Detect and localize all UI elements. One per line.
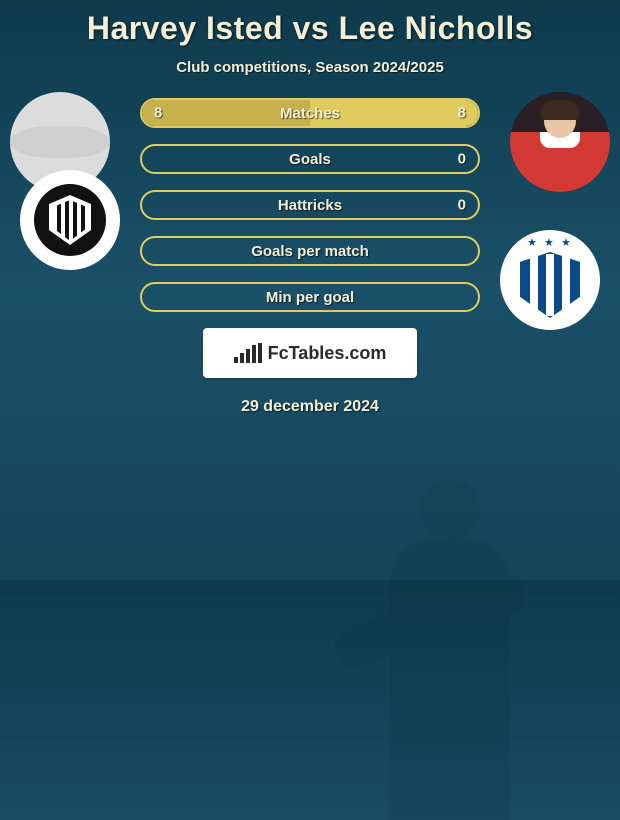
stat-row: Hattricks 0 [140, 190, 480, 220]
stat-row: Goals per match [140, 236, 480, 266]
stat-track: Matches 8 8 [140, 98, 480, 128]
stat-label: Hattricks [278, 197, 342, 214]
bar-chart-icon [234, 343, 262, 363]
stars-icon: ★ ★ ★ [500, 236, 600, 249]
stat-bars: Matches 8 8 Goals 0 Hattricks 0 Goals per match… [140, 98, 480, 312]
stat-row: Matches 8 8 [140, 98, 480, 128]
stat-track: Goals per match [140, 236, 480, 266]
stat-label: Min per goal [266, 289, 354, 306]
stat-track: Hattricks 0 [140, 190, 480, 220]
brand-text: FcTables.com [268, 343, 387, 364]
stat-value-right: 8 [458, 105, 466, 122]
stat-track: Goals 0 [140, 144, 480, 174]
club-left-badge [20, 170, 120, 270]
stat-row: Min per goal [140, 282, 480, 312]
brand-badge: FcTables.com [203, 328, 417, 378]
stat-label: Matches [280, 105, 340, 122]
stat-value-left: 8 [154, 105, 162, 122]
stat-label: Goals per match [251, 243, 369, 260]
stat-label: Goals [289, 151, 331, 168]
club-right-badge: ★ ★ ★ [500, 230, 600, 330]
stat-value-right: 0 [458, 197, 466, 214]
goalkeeper-watermark-icon [270, 380, 620, 820]
page-title: Harvey Isted vs Lee Nicholls [0, 0, 620, 47]
stat-track: Min per goal [140, 282, 480, 312]
hair-icon [540, 100, 580, 120]
subtitle: Club competitions, Season 2024/2025 [0, 59, 620, 76]
stat-row: Goals 0 [140, 144, 480, 174]
stat-value-right: 0 [458, 151, 466, 168]
player-right-portrait [510, 92, 610, 192]
silhouette-icon [10, 126, 110, 158]
compare-area: ★ ★ ★ Matches 8 8 Goals 0 Hattricks 0 Goals per… [0, 98, 620, 312]
